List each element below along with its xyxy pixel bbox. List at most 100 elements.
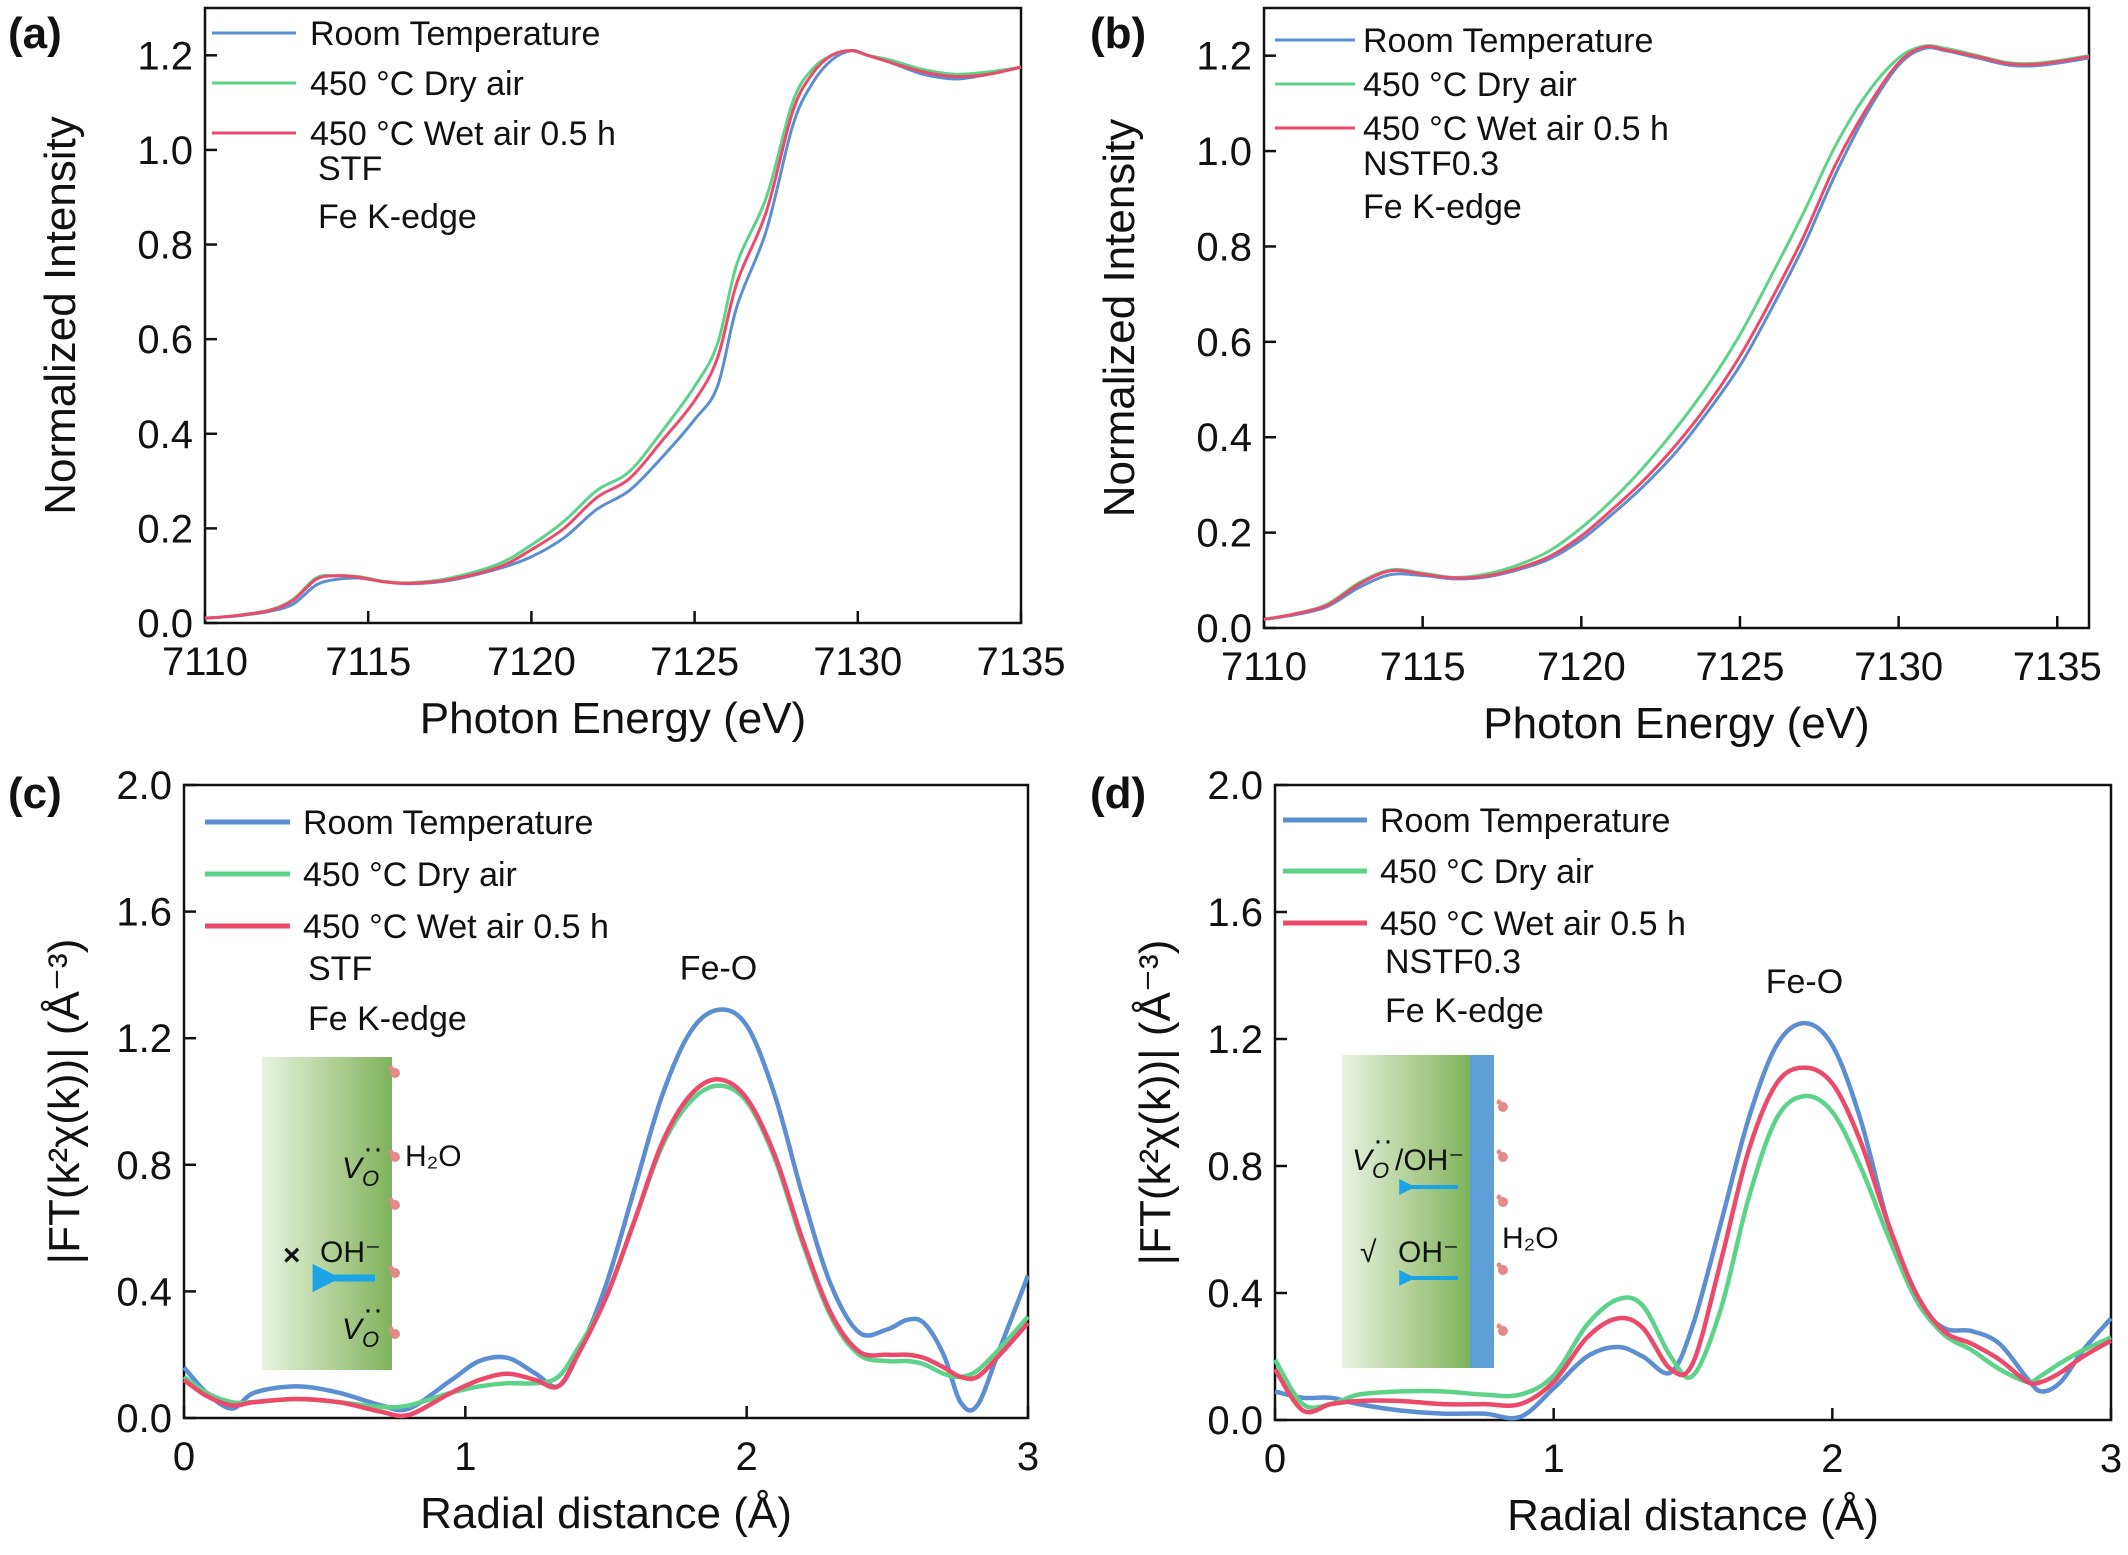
plot-frame	[1262, 6, 2091, 630]
legend-label: Room Temperature	[303, 804, 593, 842]
x-tick-label: 7125	[650, 640, 739, 684]
x-tick-label: 0	[173, 1435, 195, 1479]
y-tick-label: 1.0	[137, 129, 193, 173]
water-molecule-icon	[390, 1329, 400, 1339]
panel-label: (c)	[8, 769, 62, 818]
water-molecule-icon	[1496, 1262, 1502, 1268]
water-molecule-icon	[1496, 1194, 1502, 1200]
y-tick-label: 0.0	[137, 602, 193, 646]
y-tick-label: 1.2	[1207, 1018, 1263, 1062]
series-line-wet-air	[1273, 1065, 2113, 1415]
x-tick-label: 0	[1264, 1437, 1286, 1481]
panel-label: (d)	[1090, 769, 1146, 818]
panel-note: NSTF0.3	[1385, 943, 1521, 981]
legend-label: 450 °C Wet air 0.5 h	[310, 115, 616, 153]
water-molecule-icon	[390, 1200, 400, 1210]
panel-label: (b)	[1090, 9, 1146, 58]
panel-d: 0 1 2 3 0.0 0.4 0.8 1.2 1.6 2.0 Radial distance (Å…	[1090, 764, 2122, 1540]
series-line-dry-air	[1273, 1093, 2112, 1411]
y-tick-label: 0.4	[1207, 1272, 1263, 1316]
h2o-label: H₂O	[1502, 1222, 1559, 1255]
x-tick-label: 7135	[977, 640, 1066, 684]
panel-a: 7110 7115 7120 7125 7130 7135 0.0 0.2 0.4 0.6 0.8 1…	[8, 6, 1066, 743]
water-molecule-icon	[388, 1265, 394, 1271]
water-molecule-icon	[1498, 1197, 1508, 1207]
y-tick-label: 2.0	[1207, 764, 1263, 808]
water-molecule-icon	[1496, 1149, 1502, 1155]
y-tick-label: 1.6	[1207, 891, 1263, 935]
y-tick-label: 1.2	[116, 1017, 172, 1061]
plot-frame	[1273, 783, 2113, 1422]
check-icon: √	[1360, 1236, 1377, 1269]
plot-frame	[203, 6, 1023, 625]
panel-note: NSTF0.3	[1363, 145, 1499, 183]
y-tick-label: 0.6	[1196, 321, 1252, 365]
y-tick-label: 0.2	[1196, 512, 1252, 556]
oh-label: /OH⁻	[1395, 1144, 1464, 1177]
x-tick-label: 3	[2100, 1437, 2122, 1481]
legend-label: Room Temperature	[310, 15, 600, 53]
legend-label: 450 °C Dry air	[303, 856, 517, 894]
x-axis-label: Photon Energy (eV)	[420, 694, 806, 743]
water-molecule-icon	[388, 1197, 394, 1203]
vacancy-charge-dots: ··	[1373, 1124, 1393, 1157]
y-axis-label: Normalized Intensity	[1095, 119, 1144, 518]
series-line-wet-air	[204, 49, 1022, 620]
x-axis-label: Photon Energy (eV)	[1483, 699, 1869, 748]
x-tick-label: 7115	[325, 640, 411, 684]
y-tick-label: 0.8	[137, 224, 193, 268]
y-tick-label: 0.6	[137, 318, 193, 362]
x-axis-label: Radial distance (Å)	[420, 1489, 792, 1538]
y-tick-label: 1.6	[116, 891, 172, 935]
panel-b: 7110 7115 7120 7125 7130 7135 0.0 0.2 0.4 0.6 0.8 1…	[1090, 6, 2102, 748]
y-tick-label: 0.8	[1207, 1145, 1263, 1189]
legend-label: 450 °C Dry air	[1380, 853, 1594, 891]
y-tick-label: 1.2	[137, 34, 193, 78]
y-tick-label: 2.0	[116, 764, 172, 808]
x-tick-label: 3	[1017, 1435, 1039, 1479]
y-tick-label: 0.4	[137, 413, 193, 457]
vacancy-charge-dots: ··	[363, 1132, 383, 1165]
x-tick-label: 1	[1543, 1437, 1565, 1481]
peak-label: Fe-O	[1766, 963, 1843, 1001]
y-tick-label: 1.0	[1196, 130, 1252, 174]
y-tick-label: 0.8	[1196, 225, 1252, 269]
series-line-wet-air	[1263, 44, 2090, 621]
oh-label: OH⁻	[1398, 1236, 1459, 1269]
water-molecule-icon	[390, 1268, 400, 1278]
cross-icon: ×	[283, 1239, 301, 1272]
y-tick-label: 0.8	[116, 1144, 172, 1188]
y-tick-label: 1.2	[1196, 35, 1252, 79]
panel-label: (a)	[8, 9, 62, 58]
peak-label: Fe-O	[680, 950, 757, 988]
oxygen-vacancy-label: VO	[342, 1313, 379, 1352]
oxygen-vacancy-label: VO	[342, 1152, 379, 1191]
x-tick-label: 7125	[1695, 645, 1784, 689]
water-molecule-icon	[1496, 1323, 1502, 1329]
series-line-room-temperature	[182, 1007, 1031, 1413]
surface-layer	[1470, 1055, 1494, 1368]
legend-label: Room Temperature	[1380, 802, 1670, 840]
plot-frame	[182, 783, 1030, 1420]
panel-note: Fe K-edge	[1385, 992, 1544, 1030]
legend-label: 450 °C Dry air	[310, 65, 524, 103]
water-molecule-icon	[390, 1068, 400, 1078]
film-layer	[262, 1057, 392, 1370]
x-tick-label: 7130	[1854, 645, 1943, 689]
x-tick-label: 1	[454, 1435, 476, 1479]
y-tick-label: 0.4	[1196, 416, 1252, 460]
x-tick-label: 7110	[1221, 645, 1307, 689]
series-line-wet-air	[182, 1077, 1030, 1419]
panel-note: STF	[318, 150, 382, 188]
vacancy-charge-dots: ··	[363, 1293, 383, 1326]
x-tick-label: 7115	[1380, 645, 1466, 689]
legend-label: 450 °C Wet air 0.5 h	[303, 908, 609, 946]
legend-label: 450 °C Wet air 0.5 h	[1380, 905, 1686, 943]
y-tick-label: 0.0	[1196, 607, 1252, 651]
panel-c: 0 1 2 3 0.0 0.4 0.8 1.2 1.6 2.0 Radial distance (Å…	[8, 764, 1039, 1538]
h2o-label: H₂O	[405, 1140, 462, 1173]
water-molecule-icon	[1496, 1099, 1502, 1105]
water-molecule-icon	[388, 1326, 394, 1332]
panel-note: Fe K-edge	[318, 198, 477, 236]
water-molecule-icon	[1498, 1326, 1508, 1336]
